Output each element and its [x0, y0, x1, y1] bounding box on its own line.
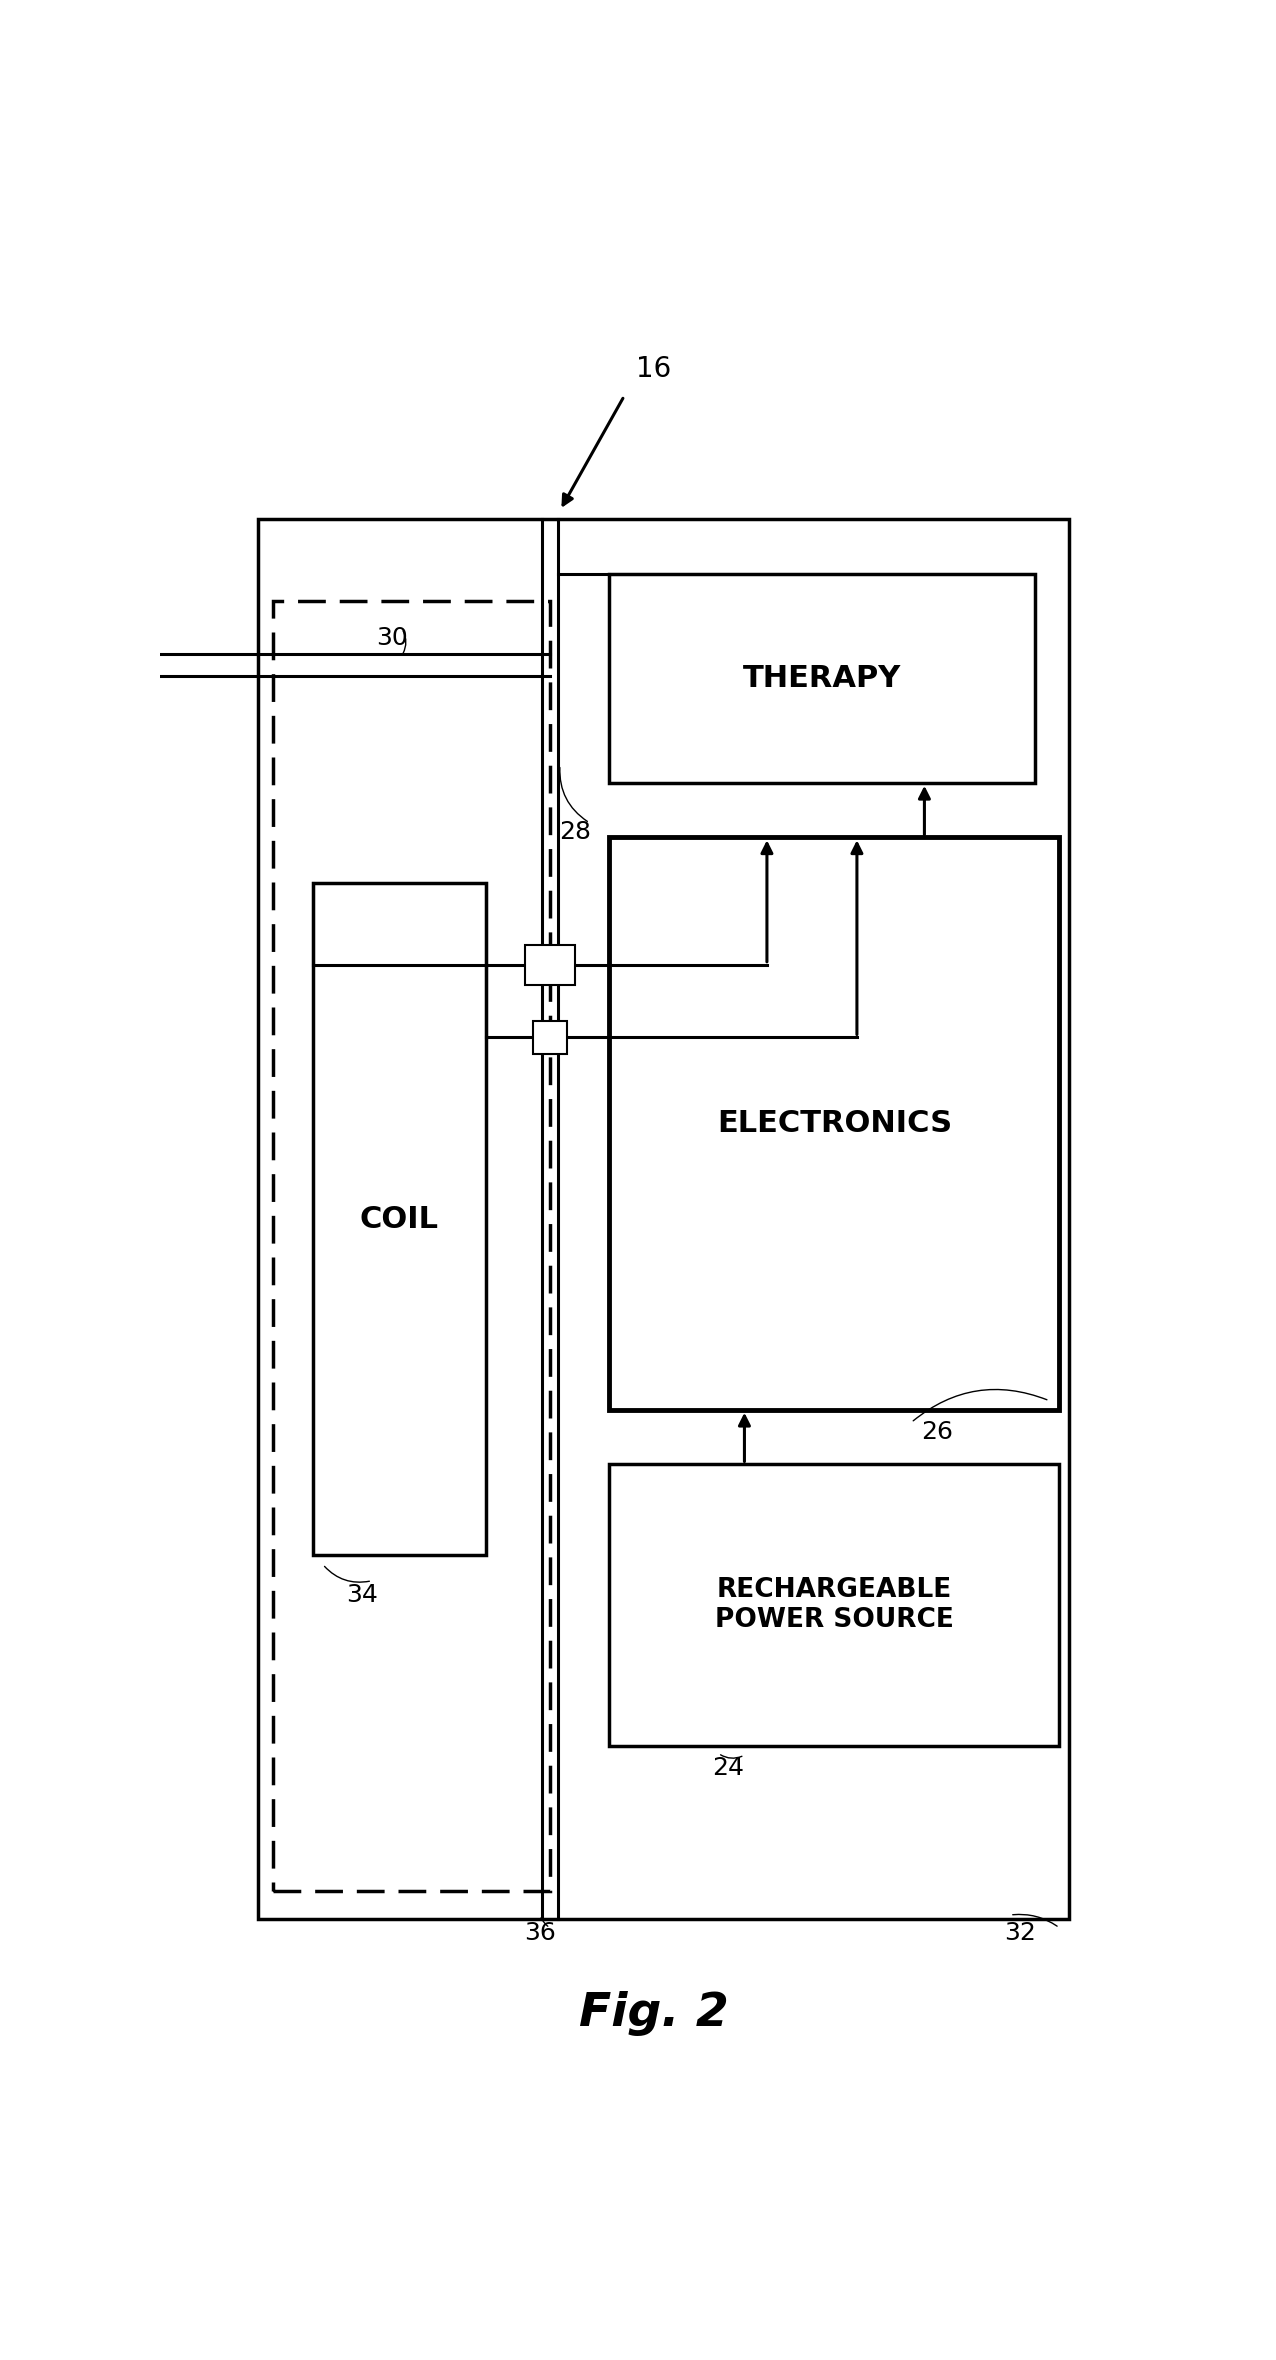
Text: 30: 30: [376, 625, 408, 649]
Text: RECHARGEABLE
POWER SOURCE: RECHARGEABLE POWER SOURCE: [715, 1576, 954, 1633]
Text: 34: 34: [346, 1584, 378, 1607]
Text: THERAPY: THERAPY: [743, 663, 901, 694]
Bar: [313, 883, 486, 1555]
Text: 26: 26: [921, 1421, 953, 1444]
Bar: [610, 838, 1059, 1409]
Text: 16: 16: [637, 354, 671, 382]
Text: ELECTRONICS: ELECTRONICS: [717, 1109, 952, 1138]
Bar: [610, 1463, 1059, 1746]
Bar: [526, 944, 574, 984]
Text: Fig. 2: Fig. 2: [579, 1992, 729, 2037]
Bar: [258, 519, 1069, 1919]
Text: 32: 32: [1004, 1921, 1036, 1945]
Text: 24: 24: [712, 1756, 744, 1779]
Bar: [533, 1022, 568, 1053]
Bar: [273, 602, 550, 1890]
Bar: [610, 573, 1035, 784]
Text: 28: 28: [559, 819, 591, 845]
Text: 36: 36: [524, 1921, 556, 1945]
Text: COIL: COIL: [360, 1204, 439, 1234]
